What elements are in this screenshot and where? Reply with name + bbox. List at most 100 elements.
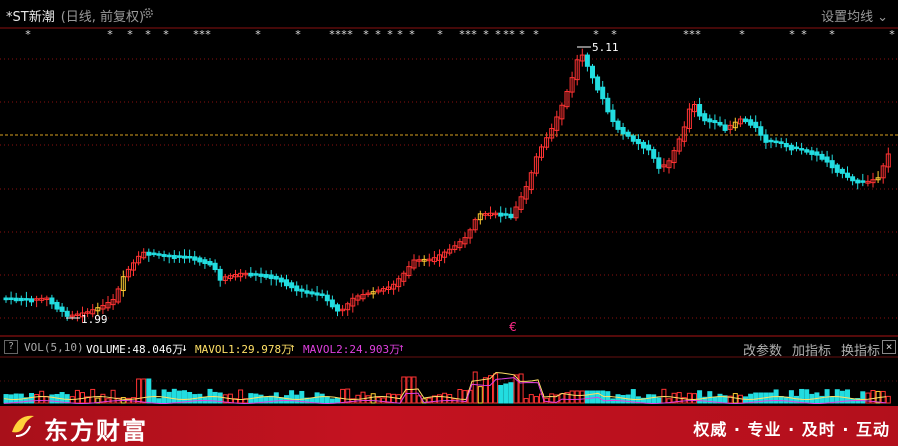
candle-body <box>105 302 111 309</box>
switch-indicator-button[interactable]: 换指标 <box>840 344 880 359</box>
candle-body <box>34 298 40 301</box>
volume-bar <box>273 392 279 404</box>
candle-body <box>176 255 182 258</box>
candle-body <box>39 297 45 301</box>
volume-bar <box>702 396 708 404</box>
volume-bar <box>794 395 799 404</box>
volume-bar <box>212 391 218 404</box>
candle-body <box>656 157 662 169</box>
ma-settings-button[interactable]: 设置均线 ⌄ <box>821 6 888 25</box>
candle-body <box>819 153 825 160</box>
close-icon[interactable]: × <box>882 340 896 354</box>
volume-bar <box>340 388 346 404</box>
volume-bar <box>584 390 590 404</box>
candle-body <box>125 268 131 278</box>
volume-bar <box>630 389 636 404</box>
candle-body <box>370 291 376 295</box>
candle-body <box>18 297 24 302</box>
event-marker-icon: * <box>193 28 199 41</box>
edit-params-button[interactable]: 改参数 <box>742 344 782 359</box>
candle-body <box>875 177 881 181</box>
event-marker-icon: * <box>459 28 465 41</box>
volume-bar <box>564 392 570 404</box>
add-indicator-button[interactable]: 加指标 <box>791 344 831 359</box>
volume-bar <box>574 390 580 404</box>
candle-body <box>182 255 187 259</box>
candle-body <box>452 245 458 251</box>
candle-body <box>493 212 499 216</box>
candle-body <box>365 292 371 296</box>
volume-bar <box>217 392 223 404</box>
candle-body <box>192 256 198 261</box>
candle-body <box>350 297 356 307</box>
chart-header: *ST新潮 (日线, 前复权) 设置均线 ⌄ <box>0 0 898 28</box>
candle-body <box>778 141 784 145</box>
candle-body <box>80 312 85 318</box>
volume-indicator-bar: ? VOL(5,10) VOLUME:48.046万 ↓ MAVOL1:29.9… <box>0 337 898 359</box>
volume-bar <box>692 393 697 404</box>
candle-body <box>197 257 203 263</box>
volume-bar <box>508 382 514 404</box>
candle-body <box>845 172 850 178</box>
volume-bar <box>187 391 193 404</box>
mavol1-line <box>3 371 887 401</box>
candle-body <box>635 139 641 145</box>
volume-bar <box>253 393 259 404</box>
event-marker-icon: * <box>739 28 745 41</box>
candle-body <box>768 139 774 143</box>
volume-bar <box>284 395 289 404</box>
candle-body <box>850 176 856 182</box>
candle-body <box>477 213 483 221</box>
volume-bar <box>865 392 871 404</box>
candle-body <box>794 146 799 150</box>
candle-body <box>278 277 284 283</box>
candle-body <box>141 251 147 259</box>
volume-bar <box>437 394 442 404</box>
event-marker-icon: * <box>471 28 477 41</box>
candle-body <box>564 91 570 108</box>
volume-bar <box>748 393 754 404</box>
candle-body <box>447 248 453 254</box>
volume-bar <box>13 393 19 404</box>
volume-bar <box>743 396 748 404</box>
candle-body <box>615 120 621 130</box>
candle-body <box>263 274 269 278</box>
low-price-label: 1.99 <box>81 313 108 326</box>
volume-bar <box>329 398 335 404</box>
volume-bar <box>559 393 565 404</box>
volume-bar <box>426 397 432 404</box>
candle-body <box>865 180 871 184</box>
volume-bar <box>482 377 488 404</box>
event-marker-icon: * <box>789 28 795 41</box>
candle-body <box>533 156 539 174</box>
brand-name: 东方财富 <box>44 417 148 445</box>
volume-bar <box>161 389 167 404</box>
volume-bar <box>503 383 509 404</box>
volume-value: VOLUME:48.046万 <box>86 343 184 356</box>
help-icon[interactable]: ? <box>4 340 18 354</box>
candle-body <box>442 251 448 258</box>
volume-bar <box>59 392 65 404</box>
candle-body <box>727 124 733 130</box>
volume-bar <box>620 394 626 404</box>
candle-body <box>518 196 524 210</box>
candle-body <box>666 160 672 169</box>
candle-body <box>539 146 544 158</box>
volume-bar <box>44 396 50 404</box>
volume-bar <box>182 390 187 404</box>
volume-bar <box>686 392 692 404</box>
candle-body <box>829 160 835 169</box>
candle-body <box>467 229 473 239</box>
volume-bar <box>845 389 850 404</box>
volume-bar <box>477 386 483 404</box>
gear-icon[interactable] <box>141 6 155 20</box>
volume-bar <box>523 398 529 404</box>
volume-bar <box>788 390 794 404</box>
candlestick-chart[interactable]: * * * * * * * * * * * * * * * * * * * * * * * * * * * * * * * * * * * * * * *5… <box>0 0 898 406</box>
volume-bar <box>804 389 810 404</box>
candle-body <box>559 104 565 120</box>
candle-body <box>809 150 815 155</box>
volume-bar <box>824 389 830 404</box>
candle-body <box>605 97 611 113</box>
volume-bar <box>34 394 40 404</box>
